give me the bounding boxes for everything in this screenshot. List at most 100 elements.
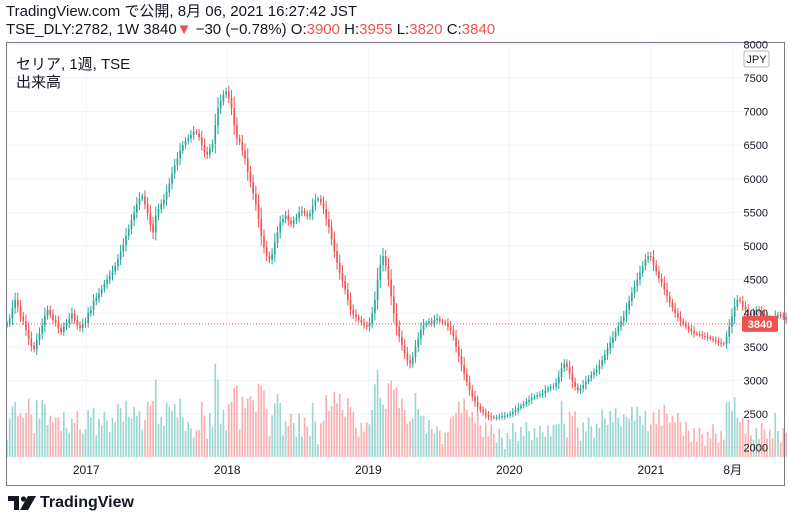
candle-body: [406, 353, 409, 361]
y-tick-label: 7000: [744, 107, 768, 119]
candle-body: [471, 390, 474, 397]
candle-body: [476, 401, 479, 407]
candle-body: [520, 405, 522, 408]
candle-body: [382, 256, 384, 265]
candle-body: [725, 336, 728, 345]
volume-bar: [303, 417, 306, 457]
volume-bar: [330, 406, 333, 457]
volume-bar: [438, 430, 441, 457]
volume-bar: [79, 429, 81, 457]
volume-bar: [22, 417, 25, 457]
candle-body: [125, 235, 127, 245]
volume-bar: [149, 405, 152, 457]
candle-body: [165, 192, 168, 200]
volume-bar: [612, 422, 614, 457]
volume-bar: [625, 416, 628, 457]
candle-body: [392, 296, 395, 314]
x-tick-label: 8月: [723, 463, 742, 477]
x-tick-label: 2020: [496, 463, 523, 477]
volume-bar: [95, 435, 98, 457]
volume-bar: [528, 431, 530, 457]
candle-body: [198, 133, 200, 138]
volume-bar: [547, 425, 549, 457]
volume-bar: [628, 418, 630, 457]
volume-bar: [777, 431, 779, 457]
volume-bar: [276, 394, 279, 457]
candle-body: [633, 286, 636, 294]
volume-bar: [81, 434, 84, 457]
volume-bar: [731, 411, 733, 457]
candle-body: [357, 317, 360, 320]
volume-bar: [146, 401, 149, 457]
candle-body: [298, 212, 300, 218]
volume-bar: [273, 403, 276, 457]
candle-body: [333, 239, 336, 252]
candle-body: [279, 222, 282, 233]
volume-bar: [690, 442, 693, 457]
volume-legend[interactable]: 出来高: [16, 74, 61, 91]
volume-bar: [211, 426, 214, 457]
candle-body: [336, 251, 338, 263]
volume-bar: [374, 384, 376, 457]
candle-body: [539, 394, 541, 396]
candle-body: [628, 301, 630, 310]
volume-bar: [506, 432, 509, 457]
volume-bar: [557, 424, 560, 457]
volume-bar: [344, 416, 346, 457]
candle-body: [306, 213, 309, 217]
volume-bar: [222, 409, 225, 457]
candle-body: [325, 209, 328, 220]
volume-bar: [30, 414, 33, 457]
volume-bar: [622, 414, 625, 457]
volume-bar: [349, 407, 352, 457]
volume-bar: [227, 404, 230, 457]
candle-body: [311, 205, 314, 214]
currency-box[interactable]: JPY: [743, 50, 770, 68]
candle-body: [690, 329, 693, 332]
volume-bar: [263, 390, 265, 457]
candle-body: [503, 416, 506, 418]
candle-body: [260, 219, 263, 236]
volume-bar: [230, 402, 233, 457]
candle-body: [163, 199, 165, 205]
grid-lines: [7, 43, 742, 457]
candle-body: [295, 217, 298, 221]
y-tick-label: 5000: [744, 241, 768, 253]
candle-body: [136, 204, 138, 213]
volume-bar: [766, 438, 768, 457]
candle-body: [641, 266, 644, 273]
candle-body: [758, 309, 760, 312]
candle-body: [160, 204, 163, 210]
candle-body: [455, 336, 457, 347]
candle-body: [73, 313, 76, 320]
candle-body: [206, 151, 209, 155]
candle-body: [457, 346, 460, 357]
y-tick-label: 4500: [744, 275, 768, 287]
candle-body: [157, 209, 160, 216]
candle-body: [276, 232, 279, 243]
volume-bar: [54, 417, 57, 457]
volume-bar: [317, 444, 319, 457]
volume-bar: [695, 441, 698, 457]
volume-bar: [750, 435, 752, 457]
volume-bar: [49, 415, 52, 457]
volume-bar: [238, 429, 241, 457]
candle-body: [447, 323, 449, 327]
candle-body: [322, 202, 325, 210]
candle-body: [379, 264, 382, 280]
volume-bar: [233, 387, 236, 457]
candle-body: [395, 313, 398, 327]
candle-body: [555, 383, 557, 387]
chart-frame[interactable]: [6, 42, 785, 486]
candle-body: [452, 329, 455, 337]
volume-bar: [260, 385, 263, 457]
candle-body: [666, 289, 668, 297]
candle-body: [498, 416, 501, 418]
candle-body: [90, 309, 92, 314]
volume-bar: [782, 428, 785, 457]
tradingview-brand[interactable]: TradingView: [8, 494, 134, 512]
candle-body: [547, 388, 549, 391]
candle-body: [622, 316, 625, 322]
legend-title[interactable]: セリア, 1週, TSE: [16, 56, 130, 73]
